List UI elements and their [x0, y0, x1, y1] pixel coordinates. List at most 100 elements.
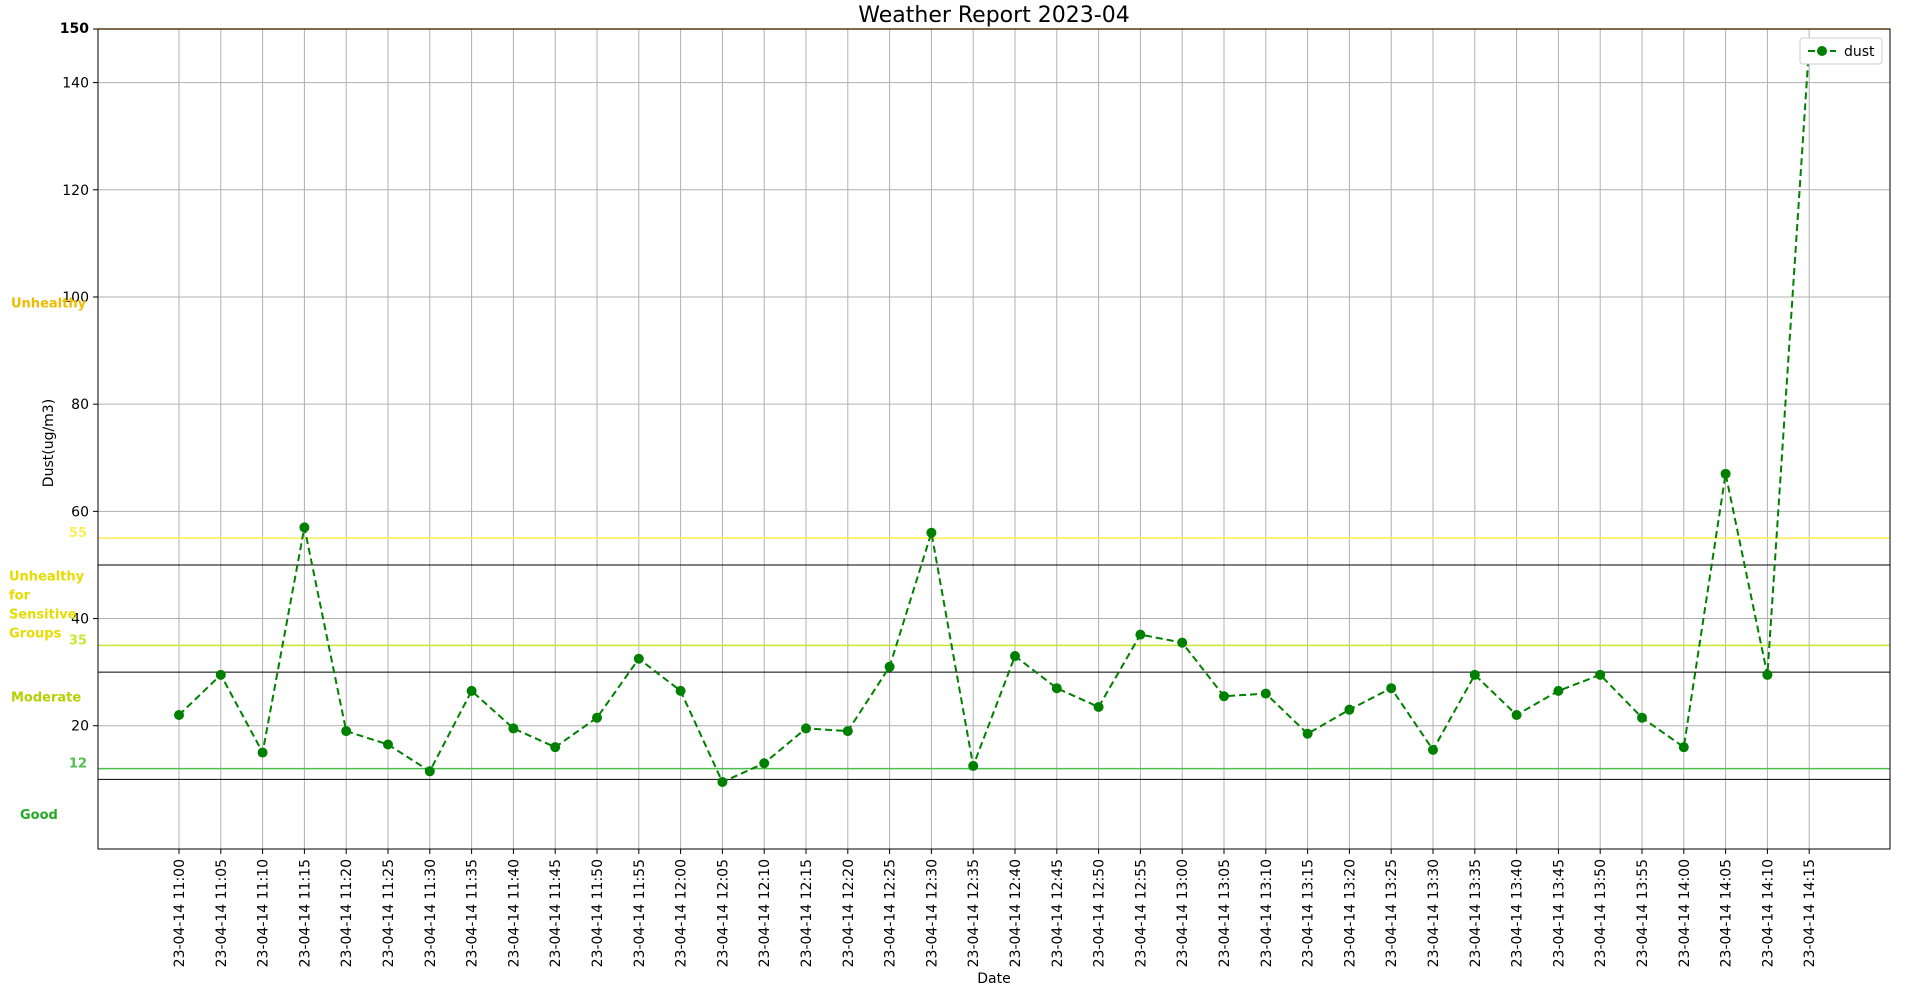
band-label-unhealthy-for-sensitive-groups-line: Sensitive — [9, 608, 77, 623]
x-tick-label: 23-04-14 13:15 — [1301, 859, 1317, 967]
data-point — [1302, 728, 1313, 739]
chart-title: Weather Report 2023-04 — [858, 3, 1129, 28]
y-tick-label: 40 — [71, 612, 89, 628]
x-tick-label: 23-04-14 12:25 — [883, 859, 899, 967]
x-tick-label: 23-04-14 11:45 — [548, 859, 564, 967]
x-tick-label: 23-04-14 12:00 — [674, 859, 690, 967]
x-tick-label: 23-04-14 11:15 — [297, 859, 313, 967]
x-tick-label: 23-04-14 14:00 — [1677, 859, 1693, 967]
band-label-moderate: Moderate — [11, 690, 81, 705]
threshold-label: 12 — [69, 757, 87, 772]
x-tick-label: 23-04-14 13:00 — [1175, 859, 1191, 967]
band-label-unhealthy: Unhealthy — [11, 296, 87, 311]
y-tick-label: 20 — [71, 719, 89, 735]
data-point — [884, 661, 895, 672]
data-point — [1637, 712, 1647, 723]
y-tick-label: 120 — [62, 183, 89, 199]
y-tick-label: 150 — [60, 21, 89, 37]
data-point — [1135, 629, 1146, 640]
band-label-unhealthy-for-sensitive-groups-line: Unhealthy — [9, 570, 85, 585]
y-tick-label: 80 — [71, 397, 89, 413]
data-point — [1428, 744, 1438, 755]
data-point — [1177, 637, 1188, 648]
x-tick-label: 23-04-14 12:40 — [1008, 859, 1024, 967]
data-point — [1511, 710, 1522, 721]
data-point — [717, 777, 728, 788]
data-point — [424, 766, 435, 777]
data-point — [842, 726, 853, 737]
data-point — [1762, 669, 1773, 680]
x-tick-label: 23-04-14 12:10 — [757, 859, 773, 967]
data-point — [341, 726, 352, 737]
data-point — [633, 653, 644, 664]
data-point — [383, 739, 393, 750]
x-tick-label: 23-04-14 12:05 — [715, 859, 731, 967]
x-tick-label: 23-04-14 11:05 — [214, 859, 230, 967]
data-point — [1595, 669, 1606, 680]
x-tick-label: 23-04-14 11:00 — [172, 859, 188, 967]
data-point — [801, 723, 811, 734]
x-tick-label: 23-04-14 13:20 — [1342, 859, 1358, 967]
data-point — [1386, 683, 1397, 694]
legend-box — [1799, 37, 1883, 65]
threshold-label: 55 — [69, 526, 87, 541]
legend-label: dust — [1844, 44, 1875, 60]
data-point — [1469, 669, 1480, 680]
x-tick-label: 23-04-14 11:40 — [506, 859, 522, 967]
x-tick-label: 23-04-14 13:30 — [1426, 859, 1442, 967]
y-axis-label: Dust(ug/m3) — [41, 399, 57, 487]
legend-marker — [1817, 46, 1827, 56]
x-tick-label: 23-04-14 13:10 — [1259, 859, 1275, 967]
data-point — [215, 669, 226, 680]
band-label-unhealthy-for-sensitive-groups-line: Groups — [9, 627, 62, 642]
x-tick-label: 23-04-14 14:10 — [1760, 859, 1776, 967]
data-point — [1093, 701, 1104, 712]
data-point — [1010, 651, 1020, 662]
data-point — [257, 747, 268, 758]
data-point — [1051, 683, 1062, 694]
x-tick-label: 23-04-14 11:25 — [381, 859, 397, 967]
x-tick-label: 23-04-14 12:30 — [924, 859, 940, 967]
x-tick-label: 23-04-14 13:05 — [1217, 859, 1233, 967]
threshold-label: 35 — [69, 633, 87, 648]
x-tick-label: 23-04-14 14:15 — [1802, 859, 1818, 967]
x-tick-label: 23-04-14 14:05 — [1719, 859, 1735, 967]
x-tick-label: 23-04-14 12:15 — [799, 859, 815, 967]
x-tick-label: 23-04-14 11:20 — [339, 859, 355, 967]
data-point — [174, 710, 184, 721]
plot-frame — [97, 28, 1891, 850]
x-tick-label: 23-04-14 13:55 — [1635, 859, 1651, 967]
data-point — [508, 723, 519, 734]
band-label-good: Good — [20, 808, 58, 823]
x-tick-label: 23-04-14 13:25 — [1384, 859, 1400, 967]
y-tick-label: 140 — [62, 76, 89, 92]
x-tick-label: 23-04-14 13:40 — [1510, 859, 1526, 967]
x-tick-label: 23-04-14 13:35 — [1468, 859, 1484, 967]
x-tick-label: 23-04-14 12:35 — [966, 859, 982, 967]
data-point — [550, 742, 561, 753]
x-tick-label: 23-04-14 12:55 — [1133, 859, 1149, 967]
data-point — [592, 712, 602, 723]
series-line-dust — [178, 45, 1811, 784]
data-point — [1219, 691, 1229, 702]
x-axis-label: Date — [977, 971, 1010, 985]
data-point — [1720, 468, 1731, 479]
data-point — [675, 685, 686, 696]
y-tick-label: 60 — [71, 504, 89, 520]
data-point — [1553, 685, 1564, 696]
data-point — [1260, 688, 1271, 699]
data-point — [1344, 704, 1355, 715]
x-tick-label: 23-04-14 12:20 — [841, 859, 857, 967]
data-point — [968, 760, 979, 771]
data-point — [466, 685, 477, 696]
band-label-unhealthy-for-sensitive-groups-line: for — [9, 589, 31, 604]
x-tick-label: 23-04-14 13:45 — [1551, 859, 1567, 967]
x-tick-label: 23-04-14 11:10 — [256, 859, 272, 967]
data-point — [926, 527, 937, 538]
x-tick-label: 23-04-14 12:45 — [1050, 859, 1066, 967]
data-point — [759, 758, 770, 769]
x-tick-label: 23-04-14 12:50 — [1092, 859, 1108, 967]
x-tick-label: 23-04-14 11:35 — [465, 859, 481, 967]
